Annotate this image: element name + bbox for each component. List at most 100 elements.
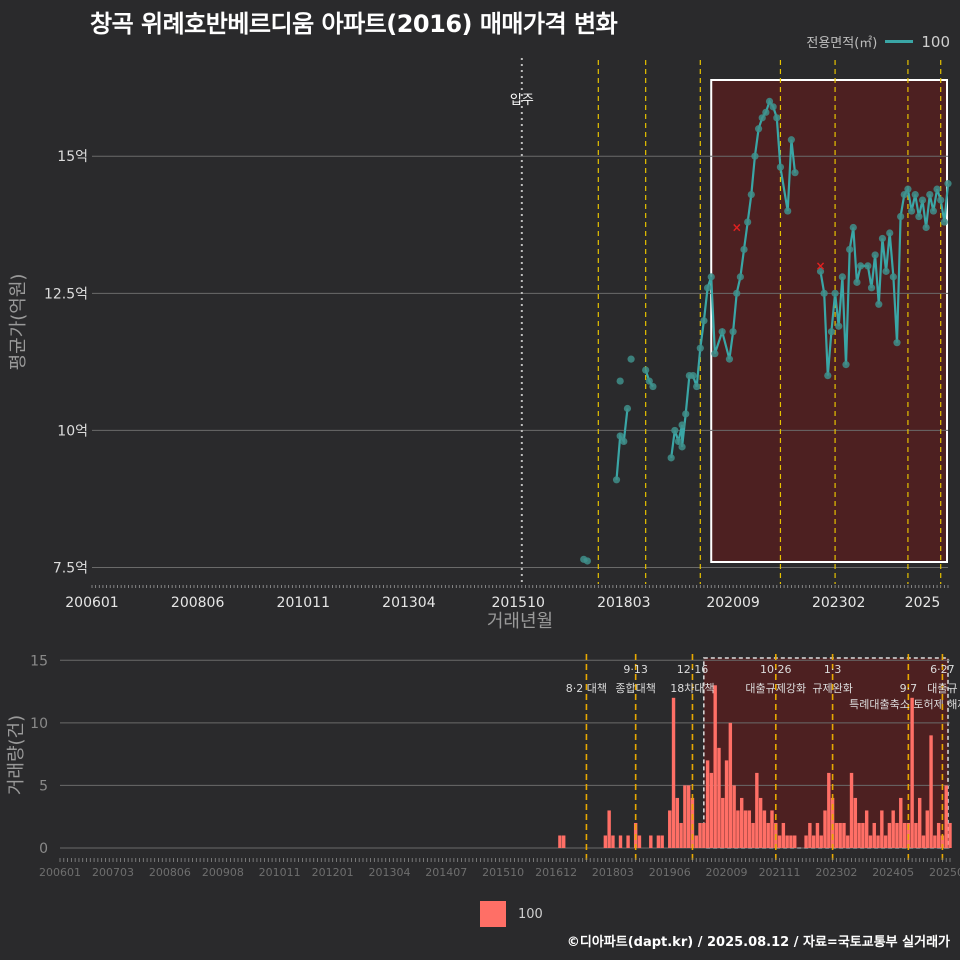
legend-title: 전용면적(㎡) — [806, 36, 878, 51]
volume-legend: 100 — [480, 901, 543, 927]
legend-entry: 100 — [921, 32, 950, 51]
price-point — [907, 207, 916, 215]
price-point — [929, 207, 938, 215]
volume-bar — [864, 810, 869, 848]
volume-bar — [671, 697, 676, 848]
price-point — [773, 114, 781, 122]
price-point — [900, 190, 908, 199]
volume-bar — [747, 810, 751, 848]
price-point — [769, 103, 777, 111]
volume-bar — [895, 822, 899, 848]
volume-bar — [743, 810, 748, 848]
y-axis-title: 평균가(억원) — [8, 274, 29, 371]
volume-bar — [917, 797, 922, 848]
price-point — [620, 437, 628, 446]
price-point — [882, 267, 890, 275]
price-point — [711, 350, 719, 358]
price-point — [820, 289, 828, 297]
x-axis-title: 거래년월 — [487, 611, 553, 632]
x-tick-label: 200601 — [65, 595, 118, 611]
policy-label: 규제완화 — [812, 682, 852, 695]
volume-bar — [872, 822, 876, 848]
volume-bar — [721, 797, 725, 848]
price-point — [944, 180, 952, 188]
price-point — [762, 108, 770, 116]
volume-bar — [656, 835, 661, 848]
price-point — [922, 223, 930, 232]
price-point — [875, 300, 883, 308]
volume-bar — [846, 835, 850, 848]
price-point — [904, 185, 912, 193]
price-point — [671, 426, 679, 435]
volume-x-tick-label: 201906 — [649, 866, 691, 879]
volume-bar — [649, 835, 653, 848]
volume-x-tick-label: 201803 — [592, 866, 634, 879]
volume-bar-chart: 0 5 10 15 8·2 대책 9·13 종합대책 12·16 18차대책 10·26 대출규제강… — [6, 653, 960, 879]
volume-bar — [883, 835, 888, 848]
volume-bar — [819, 835, 823, 848]
volume-bar — [781, 822, 786, 848]
volume-bar — [777, 835, 782, 848]
x-tick-label: 201304 — [382, 595, 436, 611]
volume-bar — [876, 835, 880, 848]
price-point — [940, 218, 948, 226]
volume-bar — [603, 835, 608, 848]
volume-x-tick-label: 201011 — [259, 866, 301, 879]
price-point — [725, 355, 734, 363]
price-point — [849, 223, 857, 232]
price-point — [878, 234, 887, 243]
volume-bar — [702, 822, 706, 848]
price-point — [831, 289, 839, 297]
volume-bar — [713, 685, 717, 848]
area-legend: 전용면적(㎡) 100 — [806, 32, 950, 52]
volume-bar — [853, 797, 858, 848]
volume-x-tick-label: 202508 — [929, 866, 960, 879]
volume-y-axis-title: 거래량(건) — [6, 715, 27, 795]
volume-x-tick-label: 200908 — [202, 866, 244, 879]
price-point — [758, 114, 766, 122]
policy-label: 대출규 — [927, 682, 957, 695]
price-point — [897, 212, 905, 221]
price-point — [674, 437, 683, 446]
price-point — [736, 273, 744, 281]
volume-bar — [728, 722, 733, 848]
x-tick-label: 201803 — [597, 595, 650, 611]
volume-x-tick-label: 201304 — [368, 866, 410, 879]
volume-bar — [762, 810, 767, 848]
y-tick-label: 15억 — [57, 149, 88, 165]
highlight-region — [710, 79, 949, 563]
price-point — [871, 251, 879, 259]
price-point — [642, 366, 650, 374]
volume-bar — [611, 835, 615, 848]
price-point — [776, 163, 785, 171]
volume-bar — [815, 822, 820, 848]
volume-bar — [770, 810, 774, 848]
price-point — [824, 371, 832, 380]
volume-bar — [948, 822, 952, 848]
x-tick-label: 202302 — [812, 595, 865, 611]
price-point — [827, 328, 836, 336]
price-point — [616, 432, 624, 440]
volume-bar — [899, 797, 903, 848]
legend-bar-swatch — [480, 901, 506, 927]
price-point — [867, 284, 876, 292]
volume-bar — [902, 822, 907, 848]
volume-bar — [804, 835, 808, 848]
price-point — [937, 196, 945, 204]
policy-label: 8·2 대책 — [566, 682, 607, 695]
volume-bar — [637, 835, 642, 848]
volume-bar — [838, 822, 842, 848]
volume-bar — [660, 835, 664, 848]
volume-bar — [891, 810, 895, 848]
volume-bar — [827, 772, 831, 848]
volume-bar — [561, 835, 566, 848]
volume-bar — [755, 772, 759, 848]
volume-bar — [793, 835, 797, 848]
price-point — [933, 185, 941, 193]
volume-bar — [910, 697, 914, 848]
price-point — [889, 273, 897, 281]
price-point — [838, 273, 846, 281]
volume-bar — [683, 785, 687, 848]
price-point — [729, 328, 737, 336]
y-tick-label: 12.5억 — [44, 286, 88, 302]
